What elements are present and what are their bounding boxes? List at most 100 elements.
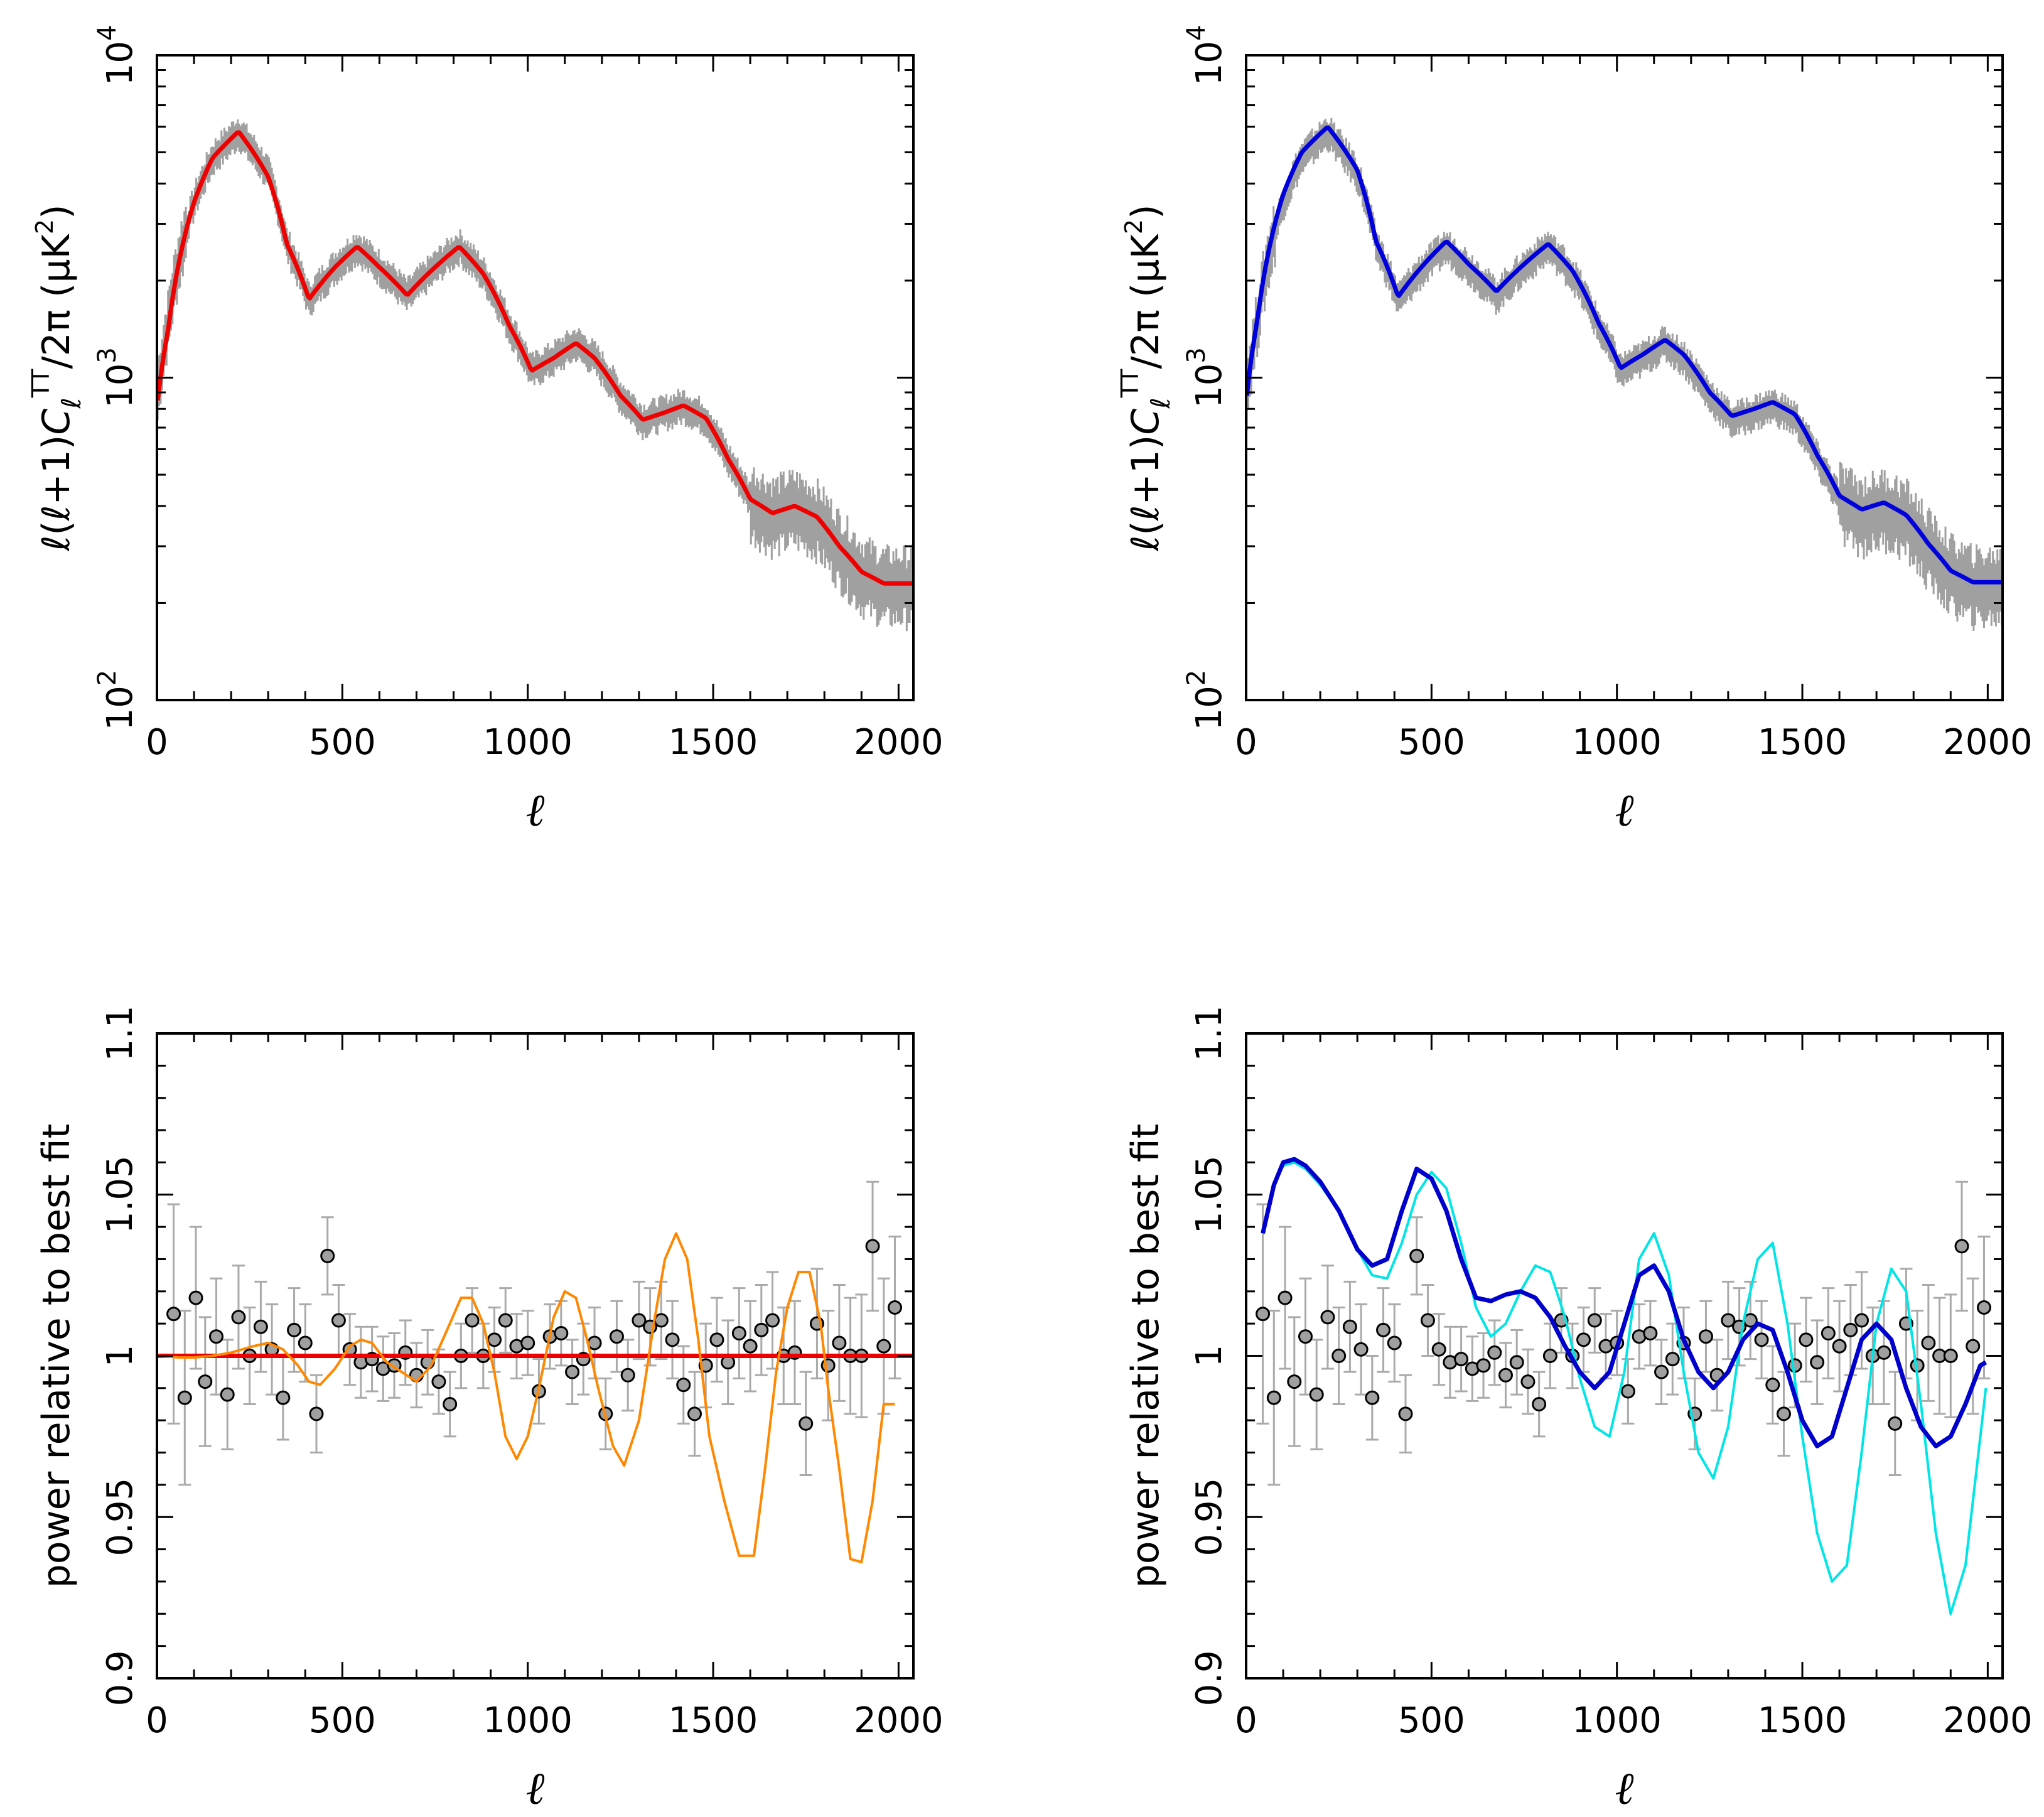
bandpower-point	[1420, 1313, 1435, 1328]
y-tick-label: 1.05	[1189, 1155, 1230, 1234]
y-tick-label: 0.95	[1189, 1478, 1230, 1556]
y-axis: 0.9 0.95 1 1.05 1.1 power relative to best fi…	[1124, 1005, 2003, 1706]
plot-area	[1256, 1157, 1991, 1615]
bandpower-point	[1888, 1416, 1903, 1431]
x-tick-label: 1500	[669, 1700, 758, 1741]
bandpower-point	[1487, 1345, 1502, 1360]
bandpower-point	[1665, 1352, 1680, 1367]
x-axis: 0 500 1000 1500 2000 ℓ	[1235, 55, 2033, 836]
x-tick-label: 1500	[1758, 1700, 1848, 1741]
bandpower-point	[1654, 1364, 1669, 1379]
bandpower-point	[1387, 1335, 1402, 1351]
y-axis-label: power relative to best fit	[1124, 1124, 1168, 1588]
model-line	[1261, 1161, 1988, 1615]
x-tick-label: 2000	[854, 1700, 944, 1741]
bandpower-point	[1921, 1335, 1936, 1351]
y-tick-label: 102	[1182, 670, 1230, 731]
bandpower-point	[554, 1326, 569, 1341]
bandpower-point	[498, 1313, 513, 1328]
bandpower-point	[1353, 1342, 1369, 1357]
data-band	[157, 119, 913, 632]
y-tick-label-exponent: 4	[1182, 25, 1211, 41]
bandpower-point	[1342, 1319, 1357, 1334]
panel-bottom-right: 0 500 1000 1500 2000 ℓ 0.9 0.95 1 1.05 1.1 power re…	[1124, 1005, 2033, 1814]
x-tick-label: 500	[309, 722, 376, 763]
bandpower-point	[1620, 1384, 1635, 1399]
x-axis-label: ℓ	[526, 1762, 545, 1814]
bandpower-point	[765, 1313, 780, 1328]
bandpower-point	[465, 1313, 480, 1328]
x-axis: 0 500 1000 1500 2000 ℓ	[146, 55, 944, 836]
bandpower-point	[520, 1335, 535, 1351]
bandpower-point	[1876, 1345, 1891, 1360]
bandpower-point	[1331, 1349, 1347, 1363]
y-tick-label-exponent: 3	[93, 347, 122, 363]
y-axis-label-part: /2π (μK	[1124, 233, 1168, 369]
bandpower-points	[1256, 1180, 1991, 1486]
model-line	[157, 130, 913, 586]
bandpower-point	[1532, 1397, 1547, 1412]
y-tick-label: 104	[1182, 25, 1230, 86]
bandpower-point	[743, 1339, 758, 1354]
bandpower-point	[1854, 1313, 1869, 1328]
bandpower-point	[1476, 1358, 1491, 1373]
bandpower-point	[1799, 1332, 1814, 1347]
bandpower-point	[1376, 1322, 1391, 1337]
bandpower-point	[1576, 1332, 1591, 1347]
bandpower-point	[665, 1332, 680, 1347]
bandpower-point	[1765, 1378, 1780, 1393]
y-axis-label-part: 2	[1120, 219, 1148, 234]
bandpower-point	[1287, 1374, 1302, 1389]
bandpower-point	[309, 1406, 324, 1421]
bandpower-point	[1309, 1387, 1324, 1402]
y-tick-label: 103	[93, 347, 141, 408]
y-axis: 102 103 104 ℓ(ℓ+1)CℓTT/2π (μK2)	[1116, 25, 2003, 731]
bandpower-point	[620, 1367, 635, 1383]
x-tick-label: 0	[146, 1700, 168, 1741]
bandpower-point	[1721, 1313, 1736, 1328]
x-tick-label: 500	[309, 1700, 376, 1741]
y-tick-label-exponent: 2	[1182, 670, 1211, 686]
bandpower-point	[443, 1397, 458, 1412]
bandpower-point	[1754, 1332, 1769, 1347]
bandpower-point	[865, 1239, 880, 1254]
y-axis-label: ℓ(ℓ+1)CℓTT/2π (μK2)	[1116, 205, 1176, 552]
x-tick-label: 2000	[1943, 1700, 2033, 1741]
x-tick-label: 0	[146, 722, 168, 763]
bandpower-point	[1843, 1322, 1858, 1337]
bandpower-point	[1256, 1307, 1271, 1322]
bandpower-point	[166, 1307, 181, 1322]
y-axis-label-part: C	[35, 409, 78, 435]
bandpower-point	[1810, 1355, 1825, 1370]
bandpower-point	[1398, 1406, 1413, 1421]
bandpower-point	[754, 1322, 769, 1337]
bandpower-point	[799, 1416, 814, 1431]
bandpower-point	[1643, 1326, 1658, 1341]
y-axis-label: power relative to best fit	[35, 1124, 78, 1588]
bandpower-point	[1587, 1313, 1602, 1328]
y-tick-label: 104	[93, 25, 141, 86]
bandpower-point	[1498, 1367, 1513, 1383]
bandpower-point	[1454, 1352, 1469, 1367]
bandpower-point	[1976, 1300, 1991, 1315]
bandpower-point	[731, 1326, 746, 1341]
x-tick-label: 1500	[669, 722, 758, 763]
x-axis-label: ℓ	[526, 784, 545, 836]
bandpower-point	[887, 1300, 902, 1315]
bandpower-point	[565, 1364, 580, 1379]
bandpower-point	[487, 1332, 502, 1347]
y-axis-label-part: ℓ	[1145, 397, 1176, 409]
x-tick-label: 2000	[854, 722, 944, 763]
bandpower-point	[1776, 1406, 1791, 1421]
bandpower-point	[1821, 1326, 1836, 1341]
y-tick-label: 0.9	[1189, 1650, 1230, 1706]
bandpower-point	[1542, 1349, 1557, 1363]
x-tick-label: 0	[1235, 1700, 1257, 1741]
y-tick-label: 103	[1182, 347, 1230, 408]
y-tick-label: 102	[93, 670, 141, 731]
bandpower-point	[1698, 1329, 1713, 1344]
y-axis-label-part: C	[1124, 409, 1168, 435]
bandpower-point	[832, 1335, 847, 1351]
x-tick-label: 1000	[1572, 722, 1662, 763]
